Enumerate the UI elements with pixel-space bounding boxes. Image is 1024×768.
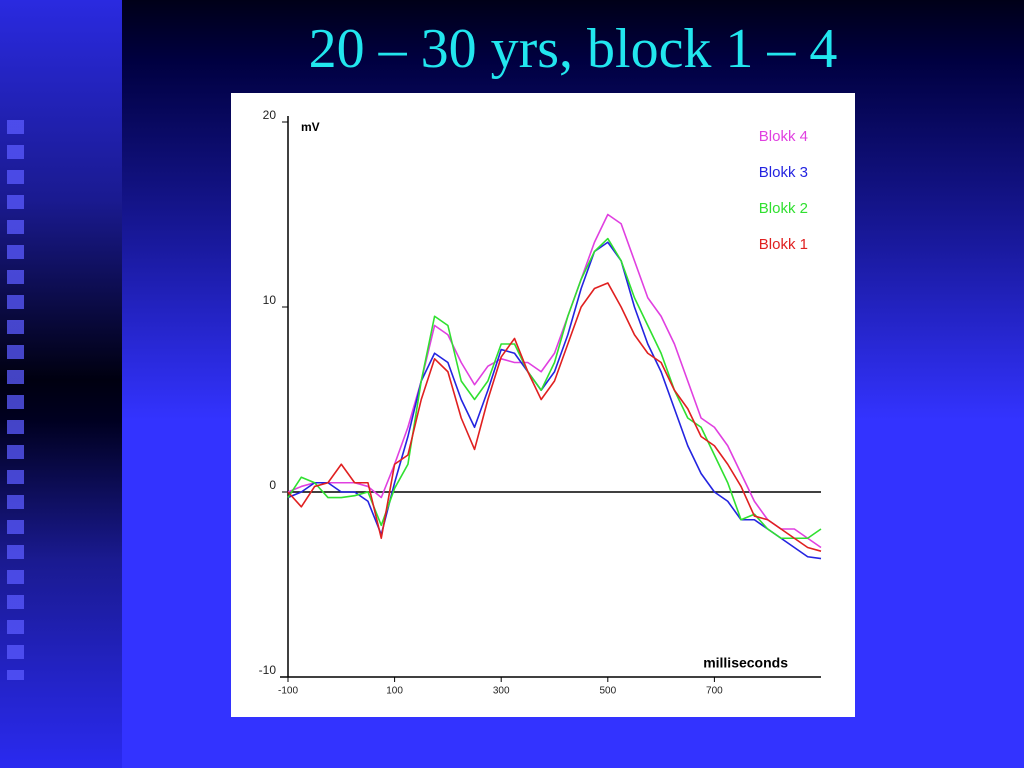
series-line xyxy=(287,237,822,540)
legend-entry: Blokk 3 xyxy=(759,164,808,181)
series-line xyxy=(287,282,822,552)
chart-background xyxy=(231,93,855,717)
y-tick-label: -10 xyxy=(259,663,277,677)
x-tick-label: 300 xyxy=(493,686,510,697)
series-line xyxy=(287,241,822,560)
legend-entry: Blokk 1 xyxy=(759,236,808,253)
y-axis-label: mV xyxy=(301,120,320,134)
x-tick-label: 500 xyxy=(599,686,616,697)
slide-title: 20 – 30 yrs, block 1 – 4 xyxy=(308,18,838,80)
x-tick-label: -100 xyxy=(278,686,298,697)
y-tick-label: 0 xyxy=(269,478,276,492)
series-line xyxy=(287,213,822,549)
side-squares xyxy=(7,120,24,680)
y-tick-label: 20 xyxy=(263,108,277,122)
x-tick-label: 100 xyxy=(386,686,403,697)
y-tick-label: 10 xyxy=(263,293,277,307)
legend-entry: Blokk 2 xyxy=(759,200,808,217)
x-axis-label: milliseconds xyxy=(703,655,788,671)
x-tick-label: 700 xyxy=(706,686,723,697)
legend-entry: Blokk 4 xyxy=(759,128,808,145)
